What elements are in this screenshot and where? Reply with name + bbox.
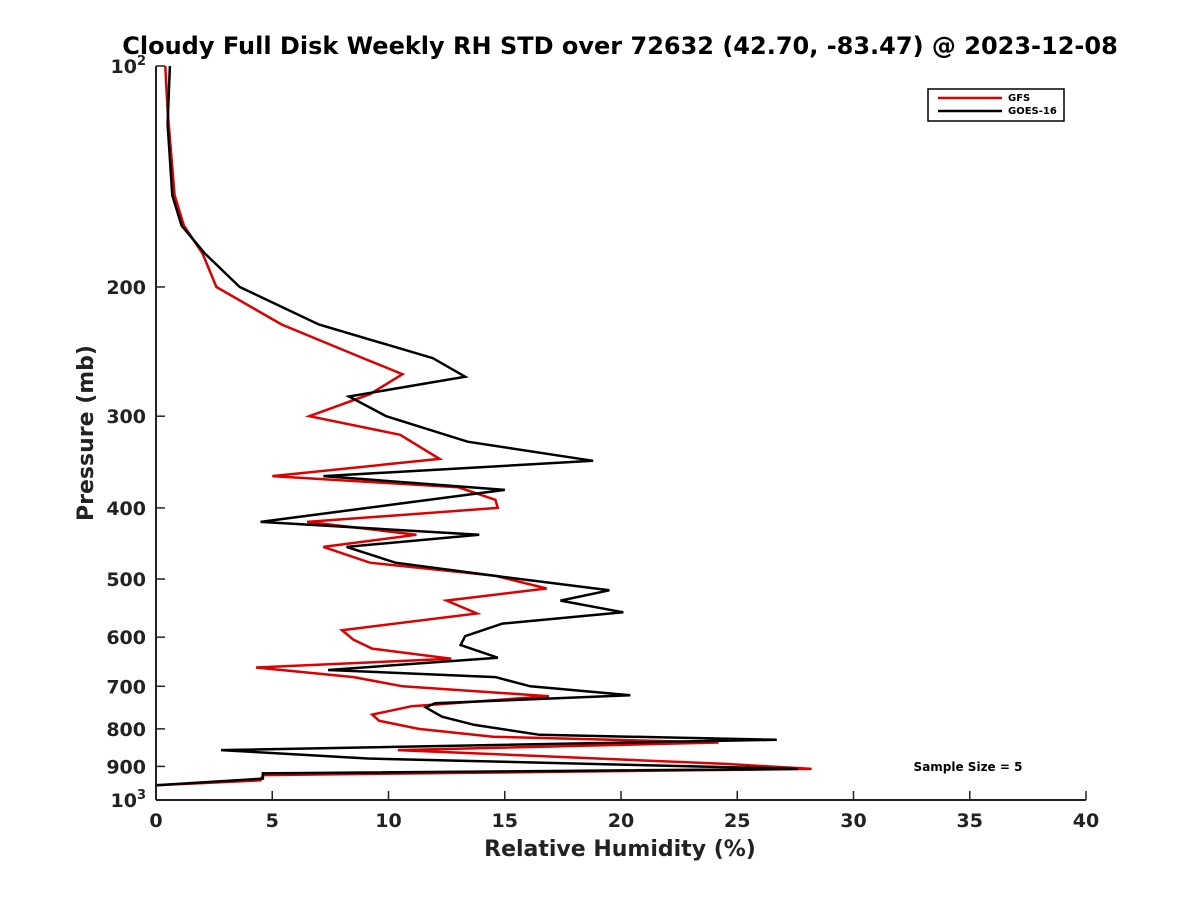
x-axis-ticks: 0 5 10 15 20 25 30 35 40 <box>149 791 1099 832</box>
sample-size-annotation: Sample Size = 5 <box>914 760 1023 774</box>
x-axis-label: Relative Humidity (%) <box>484 837 756 862</box>
y-tick-label: 900 <box>106 756 146 778</box>
chart-title: Cloudy Full Disk Weekly RH STD over 7263… <box>122 32 1118 60</box>
x-tick-label: 15 <box>492 810 518 832</box>
series-line-gfs <box>155 65 812 787</box>
x-tick-label: 10 <box>375 810 401 832</box>
y-tick-label: 700 <box>106 676 146 698</box>
y-tick-label: 800 <box>106 719 146 741</box>
y-tick-label: 300 <box>106 406 146 428</box>
x-tick-label: 20 <box>608 810 634 832</box>
y-tick-label: 500 <box>106 569 146 591</box>
y-tick-label: 600 <box>106 627 146 649</box>
x-tick-label: 30 <box>840 810 866 832</box>
legend-box <box>927 88 1065 122</box>
y-tick-label: 400 <box>106 498 146 520</box>
x-tick-label: 0 <box>149 810 162 832</box>
legend: GFS GOES-16 <box>927 88 1065 122</box>
x-tick-label: 40 <box>1073 810 1099 832</box>
plot-area: 0 5 10 15 20 25 30 35 40 10220030040050060070080… <box>106 54 1099 832</box>
x-tick-label: 35 <box>957 810 983 832</box>
series-line-goes16 <box>155 65 798 787</box>
legend-label-goes16: GOES-16 <box>1008 106 1057 117</box>
y-tick-label: 200 <box>106 277 146 299</box>
legend-label-gfs: GFS <box>1008 93 1030 104</box>
x-tick-label: 5 <box>266 810 279 832</box>
series-layer <box>155 65 812 787</box>
y-axis-label: Pressure (mb) <box>74 345 99 521</box>
x-tick-label: 25 <box>724 810 750 832</box>
